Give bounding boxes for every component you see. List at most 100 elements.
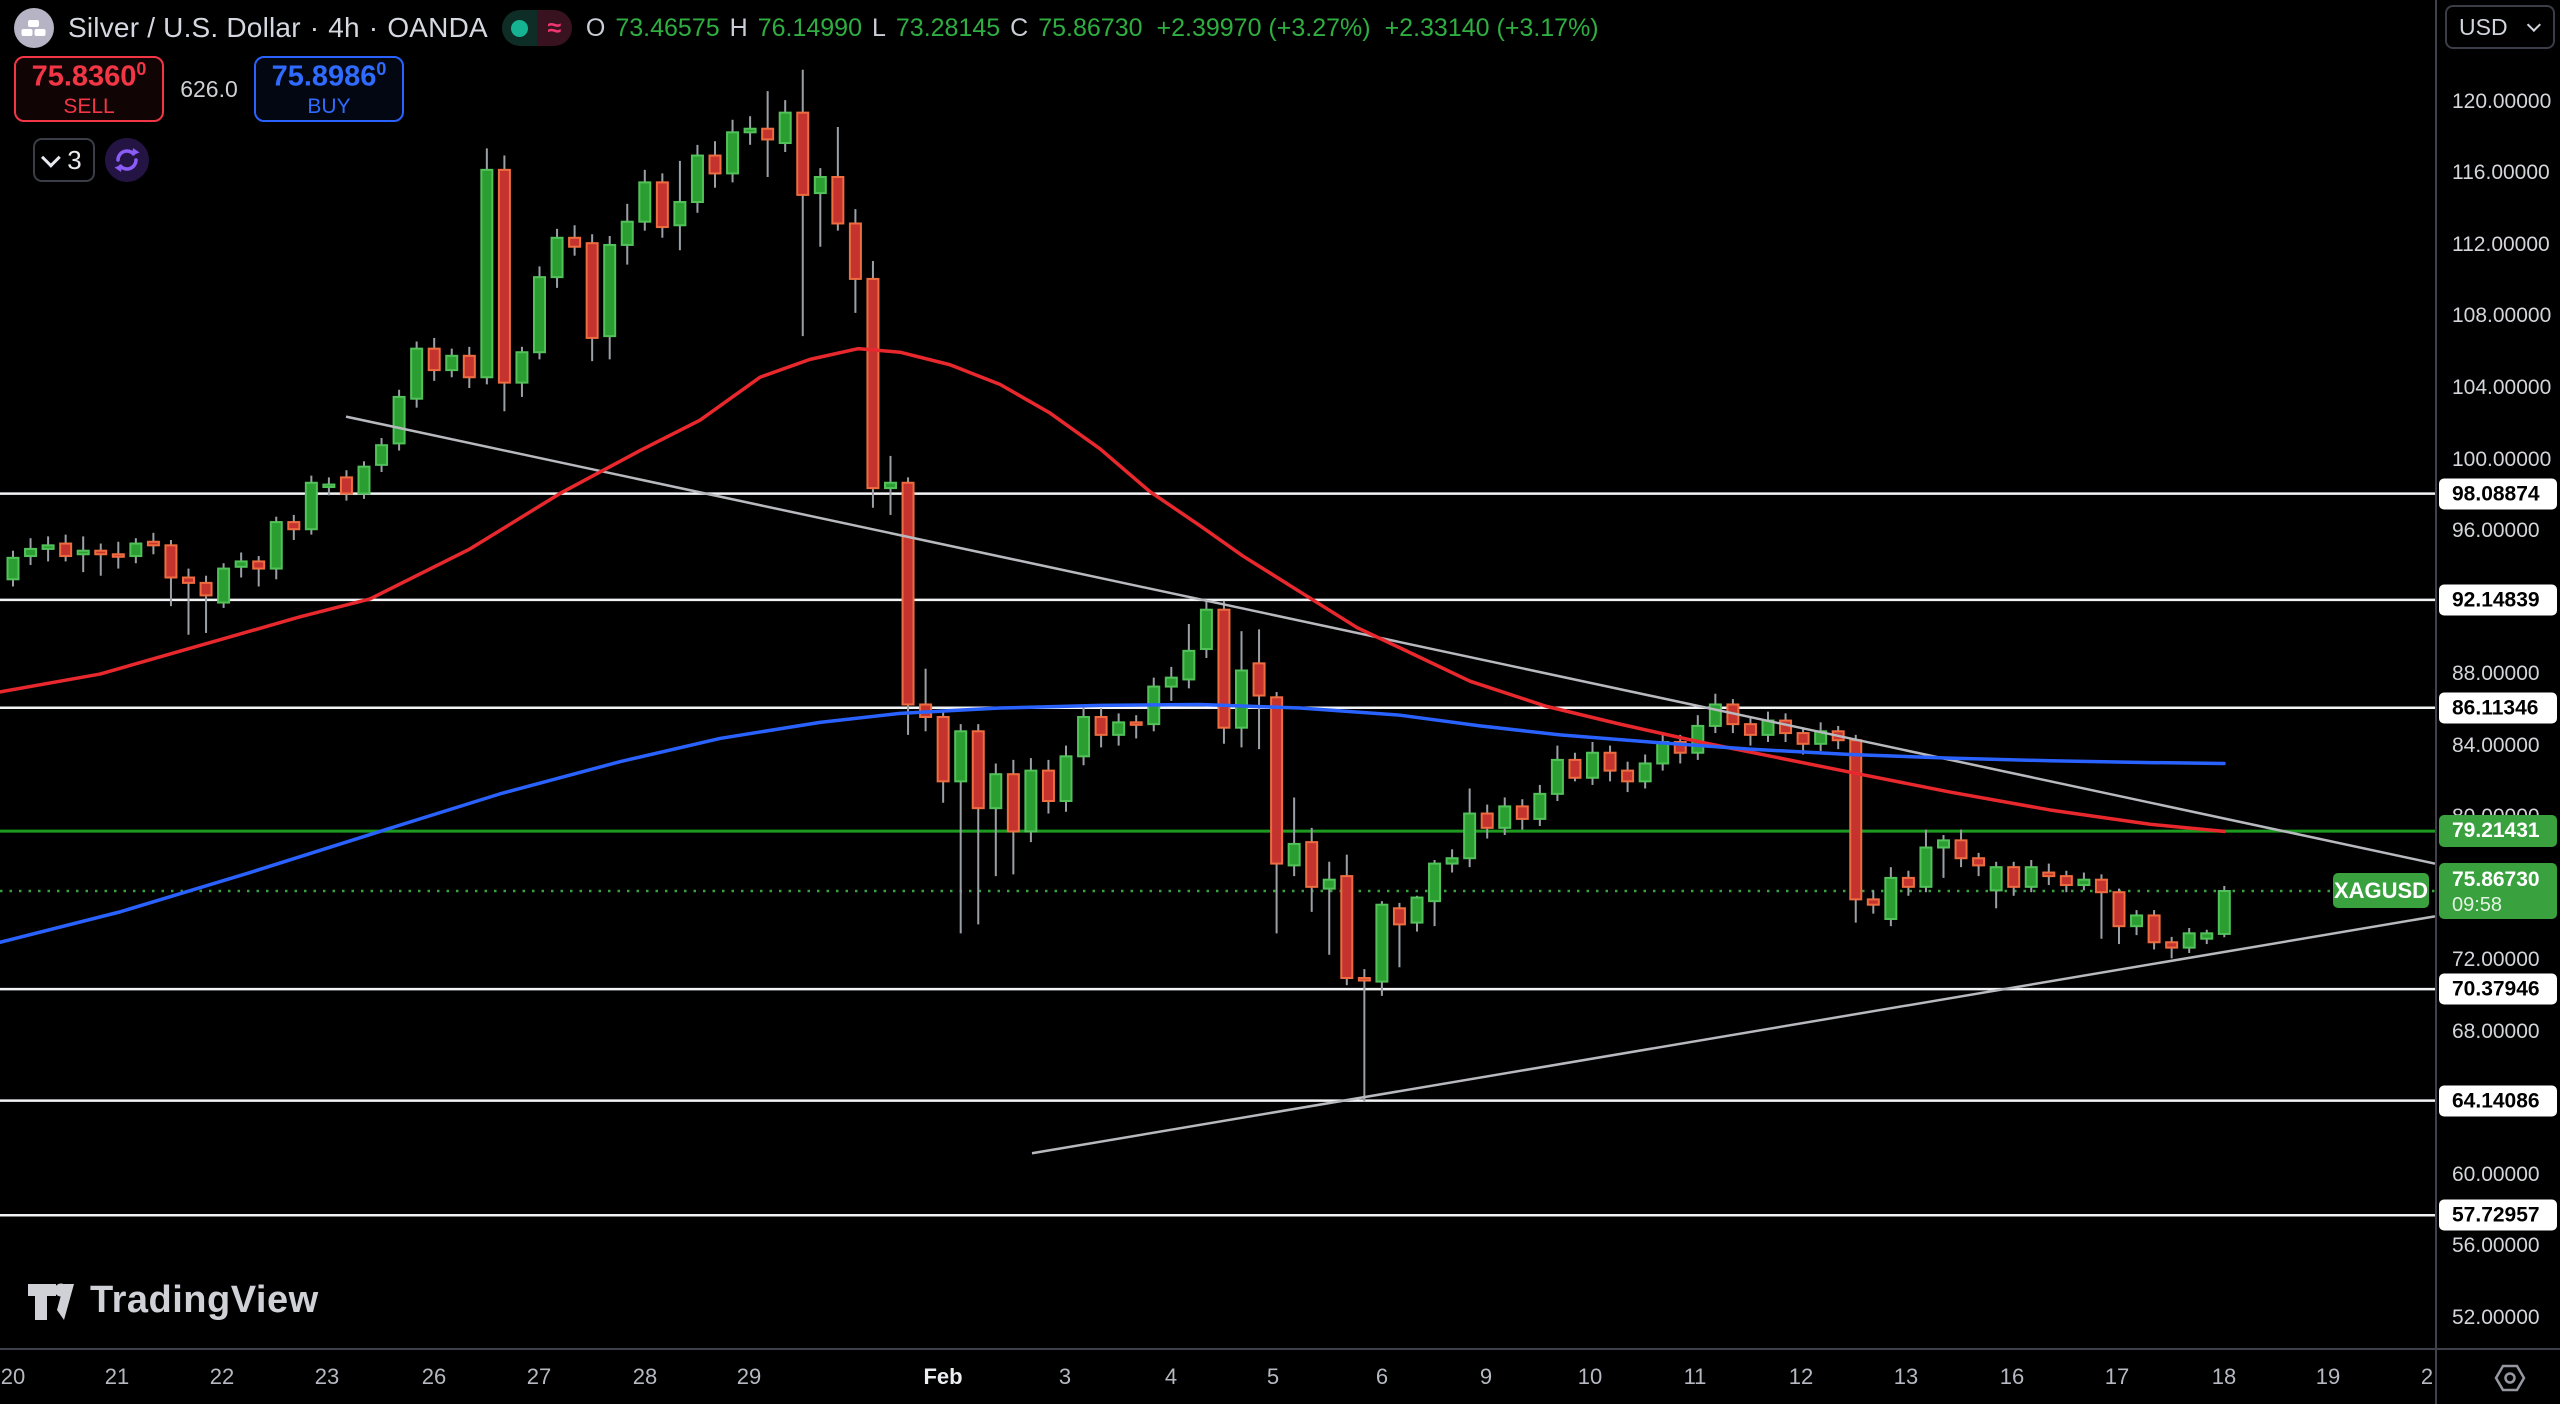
candle-down [2094,878,2108,894]
open-label: O [585,13,606,42]
time-axis-label: 11 [1683,1364,1707,1389]
candle-down [339,476,353,495]
candle-up [726,131,740,175]
buy-button[interactable]: 75.89860 BUY [254,56,404,122]
candle-up [2130,914,2144,928]
price-axis-label: 72.00000 [2452,948,2540,972]
market-open-status-icon [501,10,537,46]
buy-price: 75.8986 [271,60,377,93]
candle-up [1322,878,1336,890]
price-badge-value: 79.21431 [2452,819,2540,843]
candle-down [866,277,880,490]
candle-up [1410,896,1424,924]
change-value-total: +2.33140 (+3.17%) [1384,13,1599,42]
candle-up [1919,846,1933,888]
time-axis-label: 19 [2315,1364,2341,1389]
price-axis-label: 120.00000 [2452,89,2552,113]
spread-value: 626.0 [180,75,238,102]
trendline-descending[interactable] [345,415,2435,865]
candle-down [199,581,213,597]
time-axis[interactable]: 20 21 22 23 26 27 28 29 Feb 3 4 5 6 9 10 11 12 13 16 17 18 19… [0,1350,2435,1404]
trendline-ascending[interactable] [1031,915,2435,1155]
chart-canvas[interactable] [0,0,2435,1348]
time-axis-label: 23 [314,1364,340,1389]
candle-up [1059,755,1073,803]
candlestick-plot[interactable] [0,0,2435,1348]
time-axis-label: 18 [2211,1364,2237,1389]
refresh-icon [114,148,140,172]
time-axis-label: 10 [1577,1364,1603,1389]
ohlc-readout: O 73.46575 H 76.14990 L 73.28145 C 75.86730 … [586,14,1599,43]
candle-down [1392,907,1406,926]
candle-up [2182,932,2196,949]
axis-settings-icon[interactable] [2492,1360,2528,1396]
candle-up [410,347,424,400]
open-value: 73.46575 [615,13,720,42]
candle-down [936,715,950,783]
candle-up [1182,649,1196,681]
candle-up [1375,903,1389,983]
candle-down [1252,662,1266,697]
candle-up [1199,608,1213,651]
symbol-title[interactable]: Silver / U.S. Dollar · 4h · OANDA [68,12,488,44]
candle-up [743,127,757,134]
buy-label: BUY [307,95,351,119]
candle-down [971,730,985,810]
market-status-pill[interactable]: ≈ [501,10,572,46]
currency-value: USD [2459,13,2508,40]
candle-up [1024,769,1038,833]
candle-up [1533,792,1547,820]
candle-down [2112,891,2126,928]
candle-down [146,540,160,547]
candle-up [515,351,529,384]
candle-up [1708,703,1722,727]
candle-down [1972,857,1986,867]
price-axis-badge: 98.08874 [2439,478,2557,510]
candle-down [497,168,511,384]
countdown-timer: 09:58 [2452,894,2503,917]
candle-up [690,154,704,204]
silver-symbol-logo-icon [14,8,54,48]
price-axis-label: 60.00000 [2452,1162,2540,1186]
candle-down [796,111,810,196]
sell-price: 75.8360 [31,60,137,93]
candle-down [182,576,195,584]
candle-up [269,521,283,570]
ma-fast-red [0,346,2226,834]
candle-down [1779,719,1793,735]
refresh-button[interactable] [105,138,149,182]
price-badge-value: 75.86730 [2452,868,2540,891]
price-axis[interactable]: USD 120.00000 116.00000 112.00000 108.00000… [2437,0,2560,1348]
candle-up [357,465,371,495]
time-axis-label: 29 [736,1364,762,1389]
price-axis-label: 112.00000 [2452,232,2550,256]
price-axis-label: 84.00000 [2452,733,2540,757]
price-axis-badge: 57.72957 [2439,1199,2557,1231]
candle-down [655,181,669,229]
candle-up [533,276,546,354]
price-axis-label: 52.00000 [2452,1305,2540,1329]
candle-up [1638,762,1652,783]
close-label: C [1010,13,1029,42]
sell-button[interactable]: 75.83600 SELL [14,56,164,122]
tradingview-logo-text: TradingView [90,1278,319,1321]
candle-up [1550,758,1564,795]
candle-down [1270,696,1284,865]
time-axis-label: 2 [2420,1364,2434,1389]
time-axis-label: 16 [1999,1364,2025,1389]
time-axis-label: 27 [526,1364,552,1389]
time-axis-label: 12 [1788,1364,1814,1389]
currency-selector[interactable]: USD [2445,5,2555,49]
candle-up [550,236,564,279]
tradingview-logo[interactable]: TradingView [26,1278,319,1322]
candle-down [427,347,441,372]
candle-down [1743,723,1757,736]
bar-count-dropdown[interactable]: 3 [33,138,95,182]
candle-up [76,549,90,556]
chevron-down-icon [2526,17,2541,32]
candle-down [252,560,266,570]
title-separator: · [368,12,379,43]
price-axis-label: 68.00000 [2452,1019,2540,1043]
time-axis-label: 6 [1375,1364,1389,1389]
